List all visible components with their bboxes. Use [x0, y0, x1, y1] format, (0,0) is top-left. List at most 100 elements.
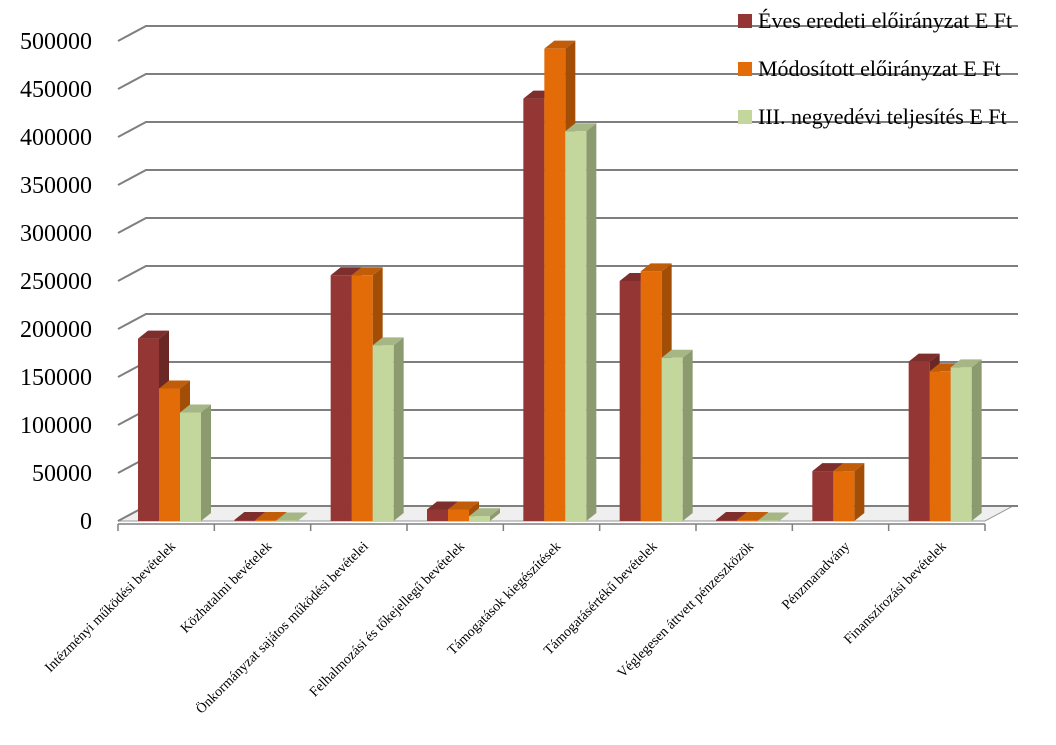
y-tick-label: 300000 — [20, 221, 92, 247]
bar-front — [427, 509, 448, 521]
bar-side — [201, 404, 211, 521]
x-tick-label: Támogatásértékű bevételek — [541, 539, 660, 658]
bar-top — [234, 512, 266, 521]
bar-top — [833, 463, 865, 472]
y-tick-label: 350000 — [20, 173, 92, 199]
y-tick-label: 200000 — [20, 317, 92, 343]
legend-item: Módosított előirányzat E Ft — [738, 56, 1001, 81]
legend-label: III. negyedévi teljesítés E Ft — [758, 104, 1007, 129]
bar-side — [779, 512, 789, 521]
bar — [276, 512, 308, 521]
bar — [833, 463, 865, 521]
gridline — [117, 73, 1018, 90]
bar — [950, 359, 982, 521]
bar-front — [716, 520, 737, 521]
bar-side — [854, 463, 865, 521]
bar-front — [351, 275, 373, 521]
bar-front — [255, 520, 277, 521]
bars — [138, 40, 982, 522]
bar-top — [372, 337, 404, 346]
bar-top — [255, 512, 287, 521]
bar-front — [908, 361, 930, 521]
y-tick-label: 0 — [80, 509, 92, 535]
bar — [565, 123, 597, 522]
y-tick-label: 50000 — [32, 461, 92, 487]
bar-front — [523, 98, 545, 521]
x-tick-label: Önkormányzat sajátos működési bevételei — [192, 538, 372, 718]
bar-front — [565, 131, 587, 522]
bar-front — [180, 412, 201, 521]
bar — [180, 404, 211, 521]
bar-top — [661, 349, 693, 358]
bar-top — [716, 512, 747, 521]
bar-top — [469, 508, 500, 517]
bar-side — [297, 512, 308, 521]
bar-front — [661, 357, 683, 521]
bar-front — [448, 509, 469, 521]
legend-swatch — [738, 110, 752, 124]
x-tick-label: Támogatások kiegészítések — [445, 539, 564, 658]
bar-front — [833, 471, 855, 521]
bar-top — [950, 359, 982, 368]
gridline — [117, 121, 1018, 138]
bar-top — [737, 512, 768, 521]
bar-top — [180, 404, 211, 413]
gridline — [117, 313, 1018, 330]
legend-item: III. negyedévi teljesítés E Ft — [738, 104, 1007, 129]
bar-front — [812, 471, 834, 521]
bar-front — [929, 371, 951, 521]
x-tick-label: Közhatalmi bevételek — [178, 539, 275, 636]
legend-swatch — [738, 14, 752, 28]
y-tick-label: 500000 — [20, 29, 92, 55]
bar-front — [330, 275, 352, 521]
legend-label: Módosított előirányzat E Ft — [758, 56, 1001, 81]
x-tick-label: Felhalmozási és tőkejellegű bevételek — [307, 539, 468, 700]
bar-side — [586, 123, 597, 522]
bar-top — [812, 463, 844, 472]
bar-top — [758, 512, 789, 521]
bar-top — [908, 353, 940, 362]
y-tick-label: 450000 — [20, 77, 92, 103]
y-axis-ticks: 0 50000 100000 150000 200000 250000 300000 3500… — [20, 29, 92, 535]
bar-front — [737, 520, 758, 521]
y-tick-label: 100000 — [20, 413, 92, 439]
x-tick-label: Finanszírozási bevételek — [841, 539, 949, 647]
bar-side — [490, 508, 500, 521]
bar-front — [619, 281, 641, 521]
bar-front — [159, 388, 180, 521]
bar — [372, 337, 404, 521]
y-tick-label: 150000 — [20, 365, 92, 391]
gridline — [117, 265, 1018, 282]
bar-top — [159, 380, 190, 389]
bar-front — [640, 271, 662, 521]
bar-front — [469, 516, 490, 521]
bar-top — [276, 512, 308, 521]
bar-front — [372, 345, 394, 521]
gridline — [117, 217, 1018, 234]
x-tick-label: Intézményi működési bevételek — [42, 539, 179, 676]
bar-front — [544, 48, 566, 522]
bar-top — [448, 501, 479, 510]
bar-top — [138, 330, 169, 339]
bar-front — [138, 338, 159, 521]
bar-front — [950, 367, 972, 521]
x-axis-ticks: Intézményi működési bevételek Közhatalmi … — [42, 523, 986, 718]
gridline — [117, 169, 1018, 186]
gridline — [117, 25, 1018, 42]
bar-top — [330, 267, 362, 276]
bar — [469, 508, 500, 521]
bar-top — [640, 263, 672, 272]
bar-top — [565, 123, 597, 132]
bar-side — [393, 337, 404, 521]
legend-item: Éves eredeti előirányzat E Ft — [738, 8, 1012, 33]
y-tick-label: 250000 — [20, 269, 92, 295]
bar-top — [351, 267, 383, 276]
bar — [758, 512, 789, 521]
legend-swatch — [738, 62, 752, 76]
legend-label: Éves eredeti előirányzat E Ft — [758, 8, 1012, 33]
bar-side — [682, 349, 693, 521]
bar-top — [544, 40, 576, 49]
bar — [661, 349, 693, 521]
legend: Éves eredeti előirányzat E Ft Módosított … — [738, 8, 1012, 129]
